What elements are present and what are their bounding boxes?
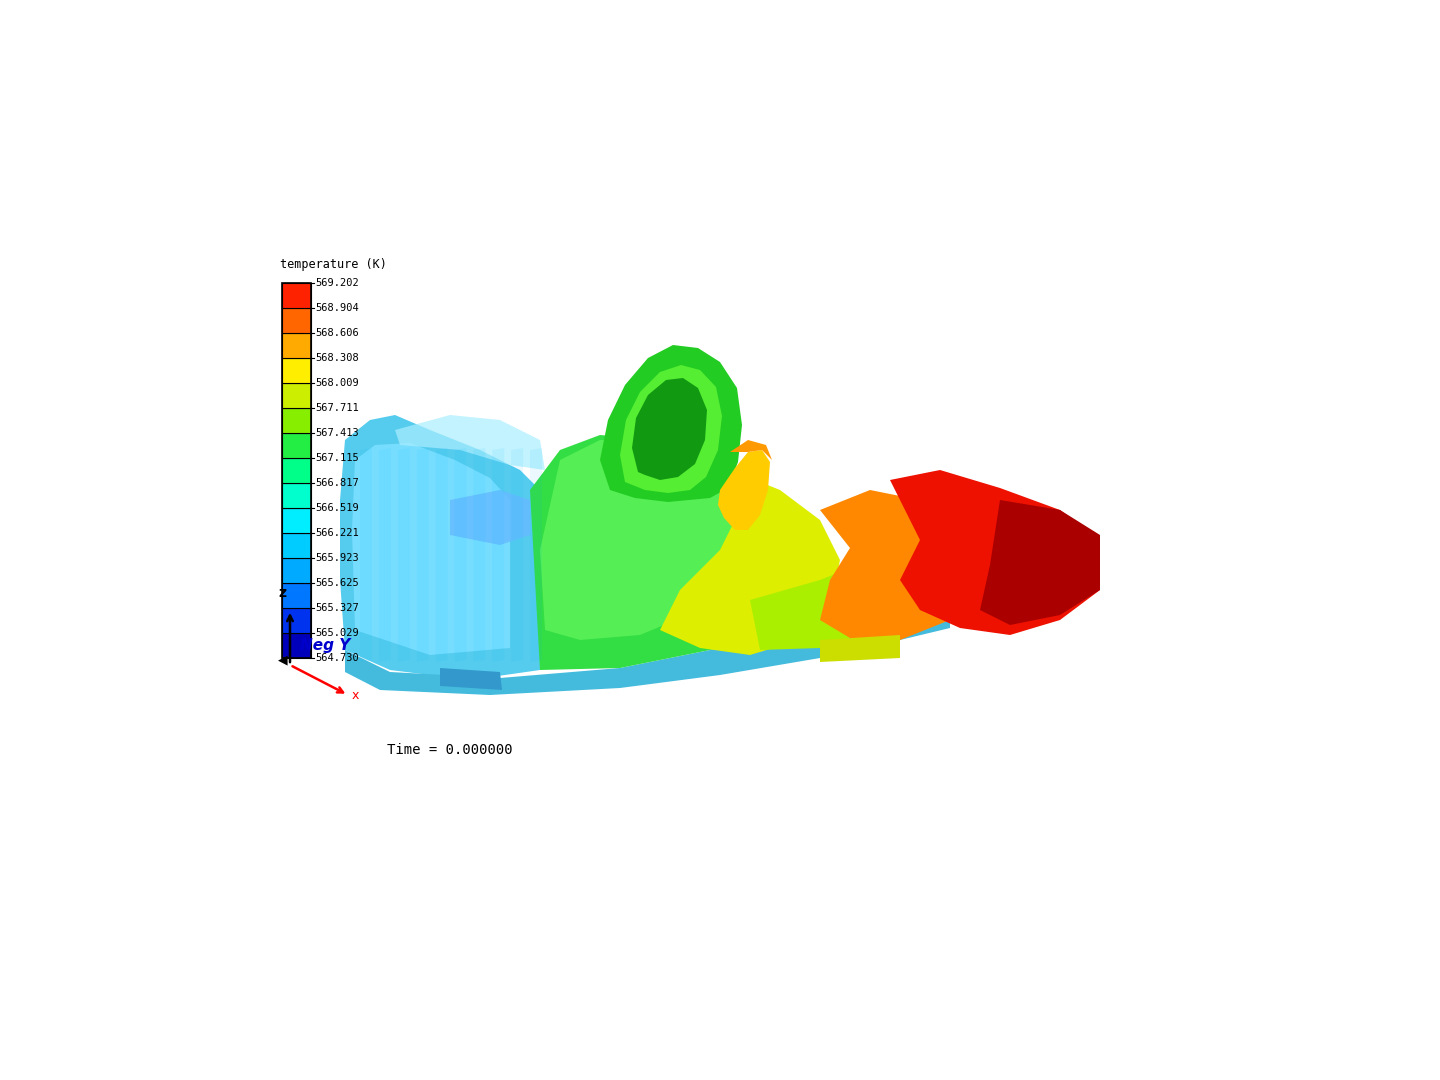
Polygon shape (819, 635, 900, 662)
Polygon shape (890, 470, 1100, 635)
Text: 568.009: 568.009 (315, 378, 359, 388)
Bar (282, 558, 311, 583)
Bar (282, 357, 311, 383)
Text: 567.711: 567.711 (315, 403, 359, 413)
Polygon shape (395, 415, 544, 470)
Text: 565.923: 565.923 (315, 553, 359, 563)
Text: 565.029: 565.029 (315, 627, 359, 638)
Polygon shape (660, 470, 840, 654)
Bar (282, 383, 311, 408)
Bar (282, 534, 311, 558)
Text: 568.904: 568.904 (315, 303, 359, 313)
Polygon shape (632, 378, 707, 480)
Text: 565.327: 565.327 (315, 603, 359, 613)
Bar (282, 433, 311, 458)
Text: Time = 0.000000: Time = 0.000000 (387, 743, 513, 757)
Polygon shape (600, 345, 742, 502)
Polygon shape (530, 435, 780, 670)
Text: z: z (278, 586, 287, 600)
Polygon shape (360, 448, 372, 662)
Bar (282, 408, 311, 433)
Bar (282, 283, 311, 658)
Text: 565.625: 565.625 (315, 578, 359, 588)
Polygon shape (449, 490, 530, 545)
Text: 564.730: 564.730 (315, 653, 359, 663)
Text: Neg Y: Neg Y (300, 638, 350, 653)
Text: 566.519: 566.519 (315, 503, 359, 513)
Polygon shape (346, 600, 950, 696)
Bar (282, 633, 311, 658)
Text: 566.817: 566.817 (315, 478, 359, 488)
Text: 567.413: 567.413 (315, 428, 359, 438)
Bar (282, 308, 311, 333)
Polygon shape (397, 448, 410, 662)
Text: 567.115: 567.115 (315, 453, 359, 463)
Polygon shape (981, 500, 1100, 625)
Bar (282, 333, 311, 357)
Polygon shape (621, 365, 721, 492)
Bar (282, 608, 311, 633)
Polygon shape (530, 448, 541, 662)
Text: 569.202: 569.202 (315, 278, 359, 288)
Polygon shape (730, 440, 772, 460)
Bar (282, 283, 311, 308)
Text: ◀: ◀ (278, 653, 288, 666)
Polygon shape (819, 490, 971, 640)
Text: temperature (K): temperature (K) (279, 258, 387, 271)
Polygon shape (750, 561, 880, 650)
Polygon shape (455, 448, 467, 662)
Polygon shape (511, 448, 523, 662)
Polygon shape (340, 415, 540, 680)
Polygon shape (379, 448, 390, 662)
Text: 568.308: 568.308 (315, 353, 359, 363)
Polygon shape (719, 450, 770, 530)
Bar (282, 508, 311, 534)
Text: 568.606: 568.606 (315, 328, 359, 338)
Polygon shape (435, 448, 448, 662)
Text: 566.221: 566.221 (315, 528, 359, 538)
Bar (282, 483, 311, 508)
Polygon shape (474, 448, 485, 662)
Text: x: x (351, 689, 360, 702)
Bar (282, 583, 311, 608)
Polygon shape (351, 443, 510, 654)
Polygon shape (441, 669, 503, 690)
Polygon shape (416, 448, 429, 662)
Polygon shape (492, 448, 504, 662)
Polygon shape (540, 438, 750, 640)
Bar (282, 458, 311, 483)
